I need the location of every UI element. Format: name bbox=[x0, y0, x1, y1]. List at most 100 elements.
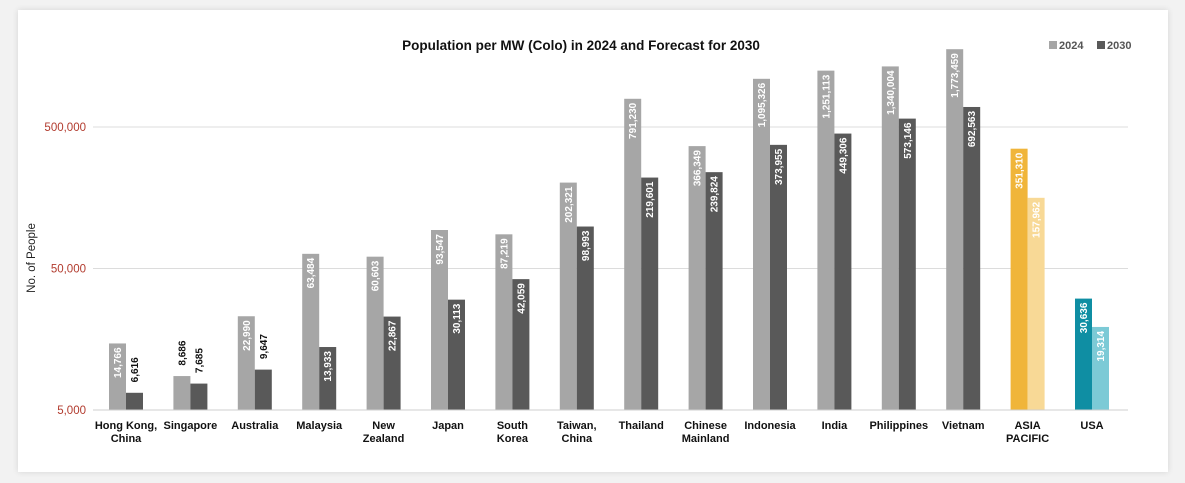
data-label: 22,867 bbox=[388, 320, 399, 351]
y-tick-label: 5,000 bbox=[57, 405, 86, 417]
data-label: 373,955 bbox=[774, 148, 785, 185]
data-label: 63,484 bbox=[306, 257, 317, 288]
bar bbox=[753, 78, 770, 410]
x-tick-label: Zealand bbox=[363, 433, 405, 445]
data-label: 30,113 bbox=[452, 303, 463, 333]
data-label: 19,314 bbox=[1096, 331, 1107, 362]
data-label: 9,647 bbox=[259, 334, 270, 359]
bar bbox=[705, 172, 723, 410]
bar bbox=[1027, 197, 1045, 410]
data-label: 791,230 bbox=[628, 102, 639, 139]
data-label: 692,563 bbox=[967, 111, 978, 148]
x-tick-label: Singapore bbox=[164, 420, 218, 432]
bar bbox=[576, 226, 594, 410]
x-tick-label: South bbox=[497, 420, 528, 432]
data-label: 22,990 bbox=[242, 320, 253, 351]
bar bbox=[512, 279, 530, 410]
x-tick-label: Japan bbox=[432, 420, 464, 432]
y-axis-ticks: 5,000 50,000 500,000 bbox=[44, 122, 86, 417]
data-label: 14,766 bbox=[113, 347, 124, 378]
x-tick-label: China bbox=[562, 433, 593, 445]
legend-swatch bbox=[1097, 41, 1105, 49]
data-label: 60,603 bbox=[371, 260, 382, 291]
x-tick-label: ASIA bbox=[1014, 420, 1040, 432]
bar bbox=[624, 98, 642, 410]
bar bbox=[881, 66, 899, 410]
bar bbox=[126, 392, 143, 410]
x-tick-label: Thailand bbox=[619, 420, 664, 432]
x-tick-label: Korea bbox=[497, 433, 529, 445]
y-axis-label: No. of People bbox=[26, 223, 38, 293]
x-tick-label: PACIFIC bbox=[1006, 433, 1049, 445]
bar bbox=[173, 376, 191, 410]
y-tick-label: 500,000 bbox=[44, 122, 86, 134]
data-label: 239,824 bbox=[710, 176, 721, 213]
bar bbox=[898, 118, 916, 411]
bar bbox=[1092, 326, 1109, 410]
data-label: 202,321 bbox=[564, 186, 575, 223]
bar bbox=[688, 146, 706, 411]
data-label: 1,251,113 bbox=[821, 74, 832, 118]
bar bbox=[834, 133, 852, 411]
data-label: 30,636 bbox=[1079, 302, 1090, 333]
data-label: 1,340,004 bbox=[886, 70, 897, 115]
bar bbox=[448, 299, 465, 410]
bar bbox=[109, 343, 126, 410]
data-label: 219,601 bbox=[645, 181, 656, 218]
data-label: 157,962 bbox=[1032, 201, 1043, 238]
bar bbox=[302, 253, 320, 410]
x-tick-label: Taiwan, bbox=[557, 420, 597, 432]
data-label: 93,547 bbox=[435, 234, 446, 265]
data-label: 1,773,459 bbox=[950, 53, 961, 98]
bars: 14,766 6,616 8,686 7,685 22,990 9,647 63,484 13… bbox=[109, 49, 1109, 411]
x-tick-label: Chinese bbox=[684, 420, 727, 432]
x-tick-label: Hong Kong, bbox=[95, 420, 157, 432]
y-tick-label: 50,000 bbox=[51, 264, 86, 276]
x-tick-label: India bbox=[822, 420, 849, 432]
bar bbox=[1075, 298, 1092, 410]
bar bbox=[366, 256, 384, 410]
x-tick-label: USA bbox=[1080, 420, 1103, 432]
data-label: 8,686 bbox=[177, 340, 188, 365]
bar bbox=[431, 230, 448, 410]
x-tick-label: New bbox=[372, 420, 395, 432]
x-tick-label: Philippines bbox=[869, 420, 928, 432]
data-label: 13,933 bbox=[323, 351, 334, 382]
legend: 2024 2030 bbox=[1049, 40, 1131, 52]
bar bbox=[319, 347, 337, 410]
chart-card: Population per MW (Colo) in 2024 and For… bbox=[18, 10, 1168, 472]
data-label: 42,059 bbox=[516, 283, 527, 314]
data-label: 351,310 bbox=[1015, 152, 1026, 189]
bar bbox=[190, 383, 208, 410]
bar bbox=[946, 49, 964, 410]
bar bbox=[963, 106, 981, 411]
bar-chart: Population per MW (Colo) in 2024 and For… bbox=[26, 38, 1131, 445]
bar bbox=[1010, 148, 1028, 411]
data-label: 573,146 bbox=[903, 122, 914, 159]
data-label: 7,685 bbox=[194, 348, 205, 373]
data-label: 6,616 bbox=[130, 357, 141, 382]
bar bbox=[770, 144, 787, 410]
legend-label: 2030 bbox=[1107, 40, 1131, 52]
data-label: 87,219 bbox=[499, 238, 510, 269]
bar bbox=[254, 369, 272, 410]
data-label: 366,349 bbox=[693, 150, 704, 187]
bar bbox=[495, 234, 513, 410]
x-tick-label: Malaysia bbox=[296, 420, 343, 432]
x-tick-label: Australia bbox=[231, 420, 279, 432]
x-tick-label: Mainland bbox=[682, 433, 730, 445]
data-label: 98,993 bbox=[581, 230, 592, 261]
bar bbox=[641, 177, 659, 410]
bar bbox=[383, 316, 401, 410]
data-label: 449,306 bbox=[838, 137, 849, 174]
bar bbox=[237, 316, 255, 410]
chart-title: Population per MW (Colo) in 2024 and For… bbox=[402, 38, 760, 53]
bar bbox=[559, 182, 577, 410]
x-tick-label: Indonesia bbox=[744, 420, 796, 432]
legend-swatch bbox=[1049, 41, 1057, 49]
data-label: 1,095,326 bbox=[757, 82, 768, 127]
bar bbox=[817, 70, 835, 411]
x-tick-label: Vietnam bbox=[942, 420, 985, 432]
x-tick-label: China bbox=[111, 433, 142, 445]
